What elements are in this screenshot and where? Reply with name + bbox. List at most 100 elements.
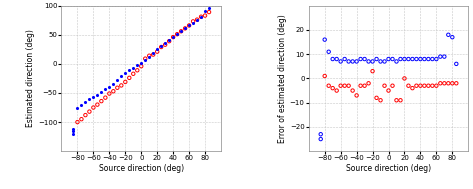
Point [161, 41, 169, 44]
Point [110, 82, 117, 85]
Point [345, 84, 352, 87]
Point [86, 97, 93, 100]
Point [425, 84, 432, 87]
Point [445, 33, 452, 36]
Point [420, 57, 428, 60]
Point [125, 76, 133, 79]
Point [420, 84, 428, 87]
Point [145, 56, 153, 59]
Point [97, 91, 105, 94]
Point [141, 57, 149, 60]
Point [412, 84, 420, 87]
Point [417, 57, 424, 60]
Point [130, 72, 137, 75]
Point [201, 14, 209, 17]
Point [169, 36, 177, 39]
Point [181, 27, 189, 30]
Point [189, 21, 197, 24]
Point [74, 121, 81, 124]
Point [117, 84, 125, 87]
Point [381, 84, 388, 87]
Point [345, 60, 352, 63]
Point [110, 90, 117, 93]
Point [369, 70, 377, 73]
Point [74, 106, 81, 109]
Point [425, 57, 432, 60]
X-axis label: Source direction (deg): Source direction (deg) [99, 164, 184, 173]
Point [70, 132, 77, 135]
Point [373, 57, 380, 60]
Point [397, 99, 404, 102]
Point [333, 57, 341, 60]
Point [205, 11, 213, 14]
Point [357, 84, 364, 87]
Point [70, 129, 77, 132]
Point [177, 30, 185, 33]
Point [412, 57, 420, 60]
Point [122, 72, 129, 75]
Point [185, 24, 193, 27]
Point [440, 55, 448, 58]
Point [193, 18, 201, 21]
Point [453, 82, 460, 85]
Point [321, 74, 328, 77]
Point [317, 133, 324, 136]
Point [158, 44, 165, 47]
Point [373, 96, 380, 99]
Point [381, 60, 388, 63]
Point [417, 84, 424, 87]
Point [197, 15, 205, 18]
Point [317, 138, 324, 141]
Point [177, 30, 185, 33]
Point [353, 94, 360, 97]
Point [448, 82, 456, 85]
Point [102, 88, 109, 91]
Point [138, 65, 145, 68]
Point [105, 92, 113, 95]
Point [333, 89, 341, 92]
Point [149, 53, 157, 56]
Point [401, 77, 408, 80]
Point [361, 84, 368, 87]
Point [94, 103, 101, 106]
Point [445, 82, 452, 85]
Point [125, 69, 133, 72]
Point [149, 51, 157, 54]
Point [365, 82, 372, 85]
Point [377, 60, 385, 63]
Point [89, 106, 97, 109]
Point [89, 96, 97, 99]
Point [401, 57, 408, 60]
Point [448, 36, 456, 39]
Point [97, 100, 105, 103]
Point [321, 38, 328, 41]
Point [169, 36, 177, 39]
Point [389, 57, 396, 60]
Point [405, 84, 412, 87]
Point [166, 40, 173, 43]
Point [337, 84, 344, 87]
Point [325, 84, 333, 87]
Point [161, 43, 169, 46]
Point [153, 50, 161, 53]
Point [174, 33, 181, 36]
Point [133, 69, 141, 72]
Point [86, 110, 93, 113]
Point [429, 84, 436, 87]
Point [189, 20, 197, 23]
Point [437, 55, 444, 58]
Point [365, 60, 372, 63]
Point [102, 96, 109, 99]
Point [114, 78, 121, 81]
Point [393, 60, 400, 63]
Point [122, 80, 129, 83]
Point [429, 57, 436, 60]
Point [325, 50, 333, 53]
Point [433, 84, 440, 87]
Point [130, 67, 137, 70]
Point [433, 57, 440, 60]
Point [349, 89, 356, 92]
Point [78, 118, 85, 121]
Point [397, 57, 404, 60]
X-axis label: Source direction (deg): Source direction (deg) [346, 164, 431, 173]
